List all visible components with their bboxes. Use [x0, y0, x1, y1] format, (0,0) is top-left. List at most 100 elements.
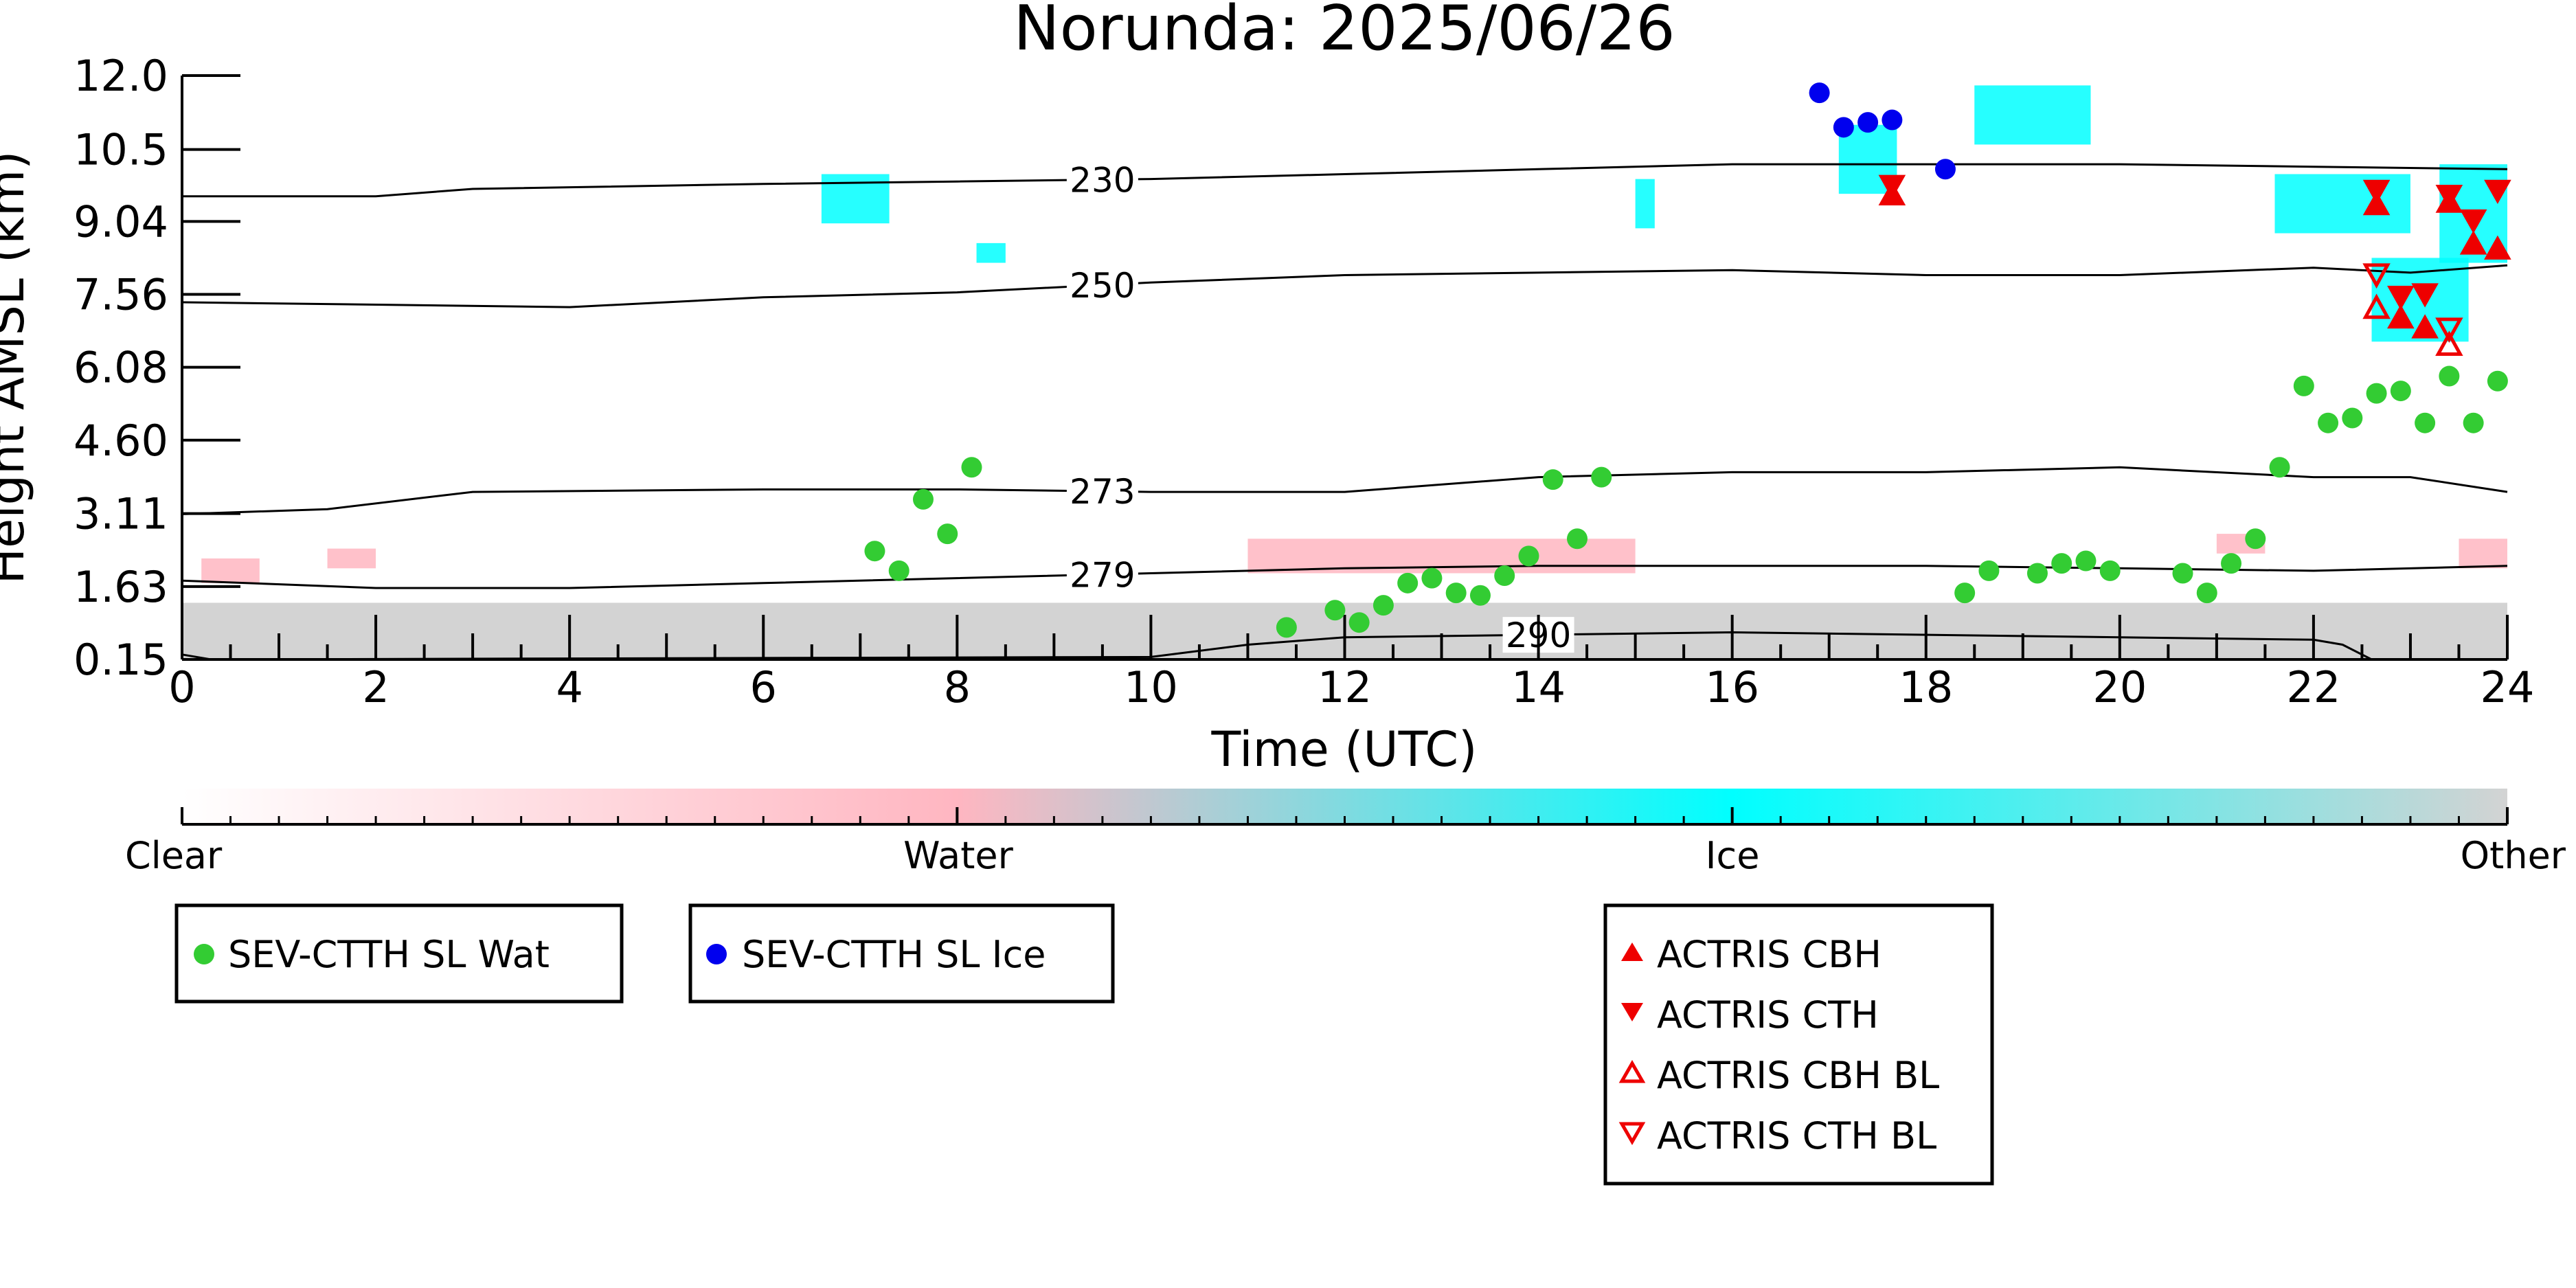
x-tick-label: 8 — [944, 662, 971, 712]
contour-line-250 — [181, 264, 2508, 308]
y-tick-label: 4.60 — [74, 416, 168, 466]
x-tick-label: 16 — [1705, 662, 1759, 712]
point-sev-ctth-sl-wat — [1542, 469, 1563, 490]
legend-marker-actris-cth-bl — [1618, 1122, 1646, 1146]
legend-label-actris-cbh-bl: ACTRIS CBH BL — [1657, 1054, 1939, 1097]
point-sev-ctth-sl-wat — [888, 560, 909, 581]
point-sev-ctth-sl-wat — [1348, 612, 1370, 633]
x-tick-label: 14 — [1511, 662, 1566, 712]
y-tick-label: 7.56 — [74, 269, 168, 319]
cloud-region-water-9 — [327, 548, 376, 569]
cloud-mask-layer — [182, 85, 2507, 659]
chart-title: Norunda: 2025/06/26 — [1013, 0, 1675, 65]
legend-marker-actris-cth — [1621, 1003, 1643, 1021]
legend-marker-sev-ice — [706, 944, 727, 964]
legend-label-actris-cbh: ACTRIS CBH — [1657, 933, 1882, 976]
y-tick-label: 12.0 — [74, 51, 168, 101]
colorbar-label-ice: Ice — [1706, 834, 1760, 877]
colorbar-label-water: Water — [903, 834, 1013, 877]
point-actris-cbh-bl — [2362, 293, 2391, 319]
point-sev-ctth-sl-wat — [912, 488, 934, 510]
legend-marker-actris-cbh — [1621, 942, 1643, 961]
contour-label-bg-273 — [1066, 473, 1138, 510]
point-actris-cth — [2411, 283, 2439, 308]
point-sev-ctth-sl-wat — [1978, 560, 2000, 581]
y-axis-label: Height AMSL (km) — [0, 151, 35, 585]
point-actris-cth — [2484, 179, 2511, 204]
cloud-region-ice-5 — [2274, 174, 2410, 234]
data-markers — [864, 82, 2511, 638]
point-sev-ctth-sl-wat — [2487, 370, 2508, 392]
cloud-region-ice-1 — [976, 242, 1006, 263]
contour-label-bg-230 — [1066, 161, 1138, 198]
x-tick-label: 12 — [1318, 662, 1372, 712]
point-sev-ctth-sl-wat — [2051, 553, 2072, 574]
point-actris-cth-bl — [2435, 317, 2463, 343]
point-sev-ctth-sl-wat — [2463, 412, 2484, 433]
y-tick-label: 9.04 — [74, 196, 168, 247]
legend-label-actris-cth-bl: ACTRIS CTH BL — [1657, 1114, 1936, 1157]
y-tick-label: 3.11 — [74, 489, 168, 539]
point-actris-cth — [2362, 179, 2391, 204]
x-tick-label: 24 — [2481, 662, 2535, 712]
point-sev-ctth-sl-wat — [1567, 528, 1588, 550]
point-sev-ctth-sl-wat — [2075, 550, 2097, 572]
point-sev-ctth-sl-wat — [1591, 466, 1612, 488]
contour-line-279 — [181, 565, 2508, 589]
y-tick-label: 1.63 — [74, 562, 168, 612]
point-sev-ctth-sl-wat — [2439, 365, 2460, 387]
contour-label-bg-279 — [1066, 556, 1138, 593]
contour-label-279: 279 — [1070, 555, 1135, 595]
point-sev-ctth-sl-wat — [1324, 600, 1346, 621]
point-sev-ctth-sl-wat — [1494, 565, 1515, 587]
legend-box-ice: SEV-CTTH SL Ice — [688, 903, 1115, 1004]
x-tick-label: 2 — [362, 662, 389, 712]
legends: SEV-CTTH SL Wat SEV-CTTH SL Ice ACTRIS C… — [174, 903, 1994, 1186]
x-tick-label: 22 — [2286, 662, 2340, 712]
point-sev-ctth-sl-wat — [2390, 381, 2411, 402]
point-sev-ctth-sl-ice — [1934, 159, 1956, 180]
point-actris-cbh — [2459, 230, 2487, 255]
point-actris-cth — [2435, 184, 2463, 210]
contour-label-273: 273 — [1070, 472, 1135, 512]
x-tick-label: 0 — [168, 662, 195, 712]
x-tick-label: 10 — [1124, 662, 1178, 712]
point-sev-ctth-sl-wat — [937, 523, 958, 545]
legend-marker-actris-cbh-bl — [1618, 1059, 1646, 1083]
point-actris-cbh-bl — [2435, 330, 2463, 357]
point-sev-ctth-sl-wat — [2221, 553, 2242, 574]
x-tick-label: 6 — [750, 662, 777, 712]
point-actris-cth — [2459, 209, 2487, 234]
point-actris-cth — [1878, 174, 1906, 199]
y-tick-label: 0.15 — [74, 635, 168, 685]
x-tick-label: 4 — [556, 662, 583, 712]
point-sev-ctth-sl-wat — [2099, 560, 2121, 581]
colorbar-label-clear: Clear — [125, 834, 223, 877]
cloud-region-water-12 — [2459, 539, 2507, 569]
point-sev-ctth-sl-wat — [2366, 383, 2387, 404]
point-sev-ctth-sl-wat — [2415, 412, 2436, 433]
legend-box-wat: SEV-CTTH SL Wat — [174, 903, 624, 1004]
contour-line-273 — [181, 466, 2508, 515]
point-sev-ctth-sl-wat — [2172, 563, 2193, 584]
legend-marker-sev-wat — [194, 944, 214, 964]
x-axis-label: Time (UTC) — [1211, 721, 1478, 778]
point-actris-cbh — [2484, 235, 2511, 260]
contour-line-230 — [182, 163, 2508, 198]
cloud-region-ice-2 — [1635, 179, 1655, 229]
point-sev-ctth-sl-wat — [2318, 412, 2339, 433]
colorbar-ticks — [181, 807, 2509, 824]
point-actris-cbh — [2411, 314, 2439, 339]
point-sev-ctth-sl-wat — [2293, 375, 2314, 396]
point-actris-cth — [2387, 285, 2415, 310]
colorbar: Clear Water Ice Other — [125, 789, 2566, 877]
point-sev-ctth-sl-wat — [2269, 457, 2290, 478]
point-sev-ctth-sl-wat — [961, 457, 982, 478]
legend-label-sev-ice: SEV-CTTH SL Ice — [742, 933, 1046, 976]
legend-label-actris-cth: ACTRIS CTH — [1657, 993, 1879, 1037]
point-sev-ctth-sl-wat — [1518, 545, 1539, 567]
point-actris-cbh — [2387, 304, 2415, 329]
